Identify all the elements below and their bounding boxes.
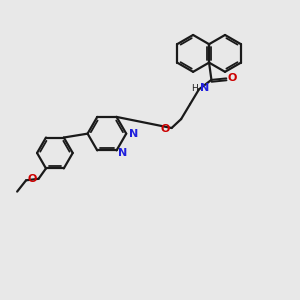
Text: N: N	[200, 83, 209, 94]
Text: N: N	[129, 129, 138, 139]
Text: N: N	[118, 148, 127, 158]
Text: H: H	[191, 84, 198, 93]
Text: O: O	[27, 174, 37, 184]
Text: O: O	[228, 74, 237, 83]
Text: O: O	[160, 124, 170, 134]
